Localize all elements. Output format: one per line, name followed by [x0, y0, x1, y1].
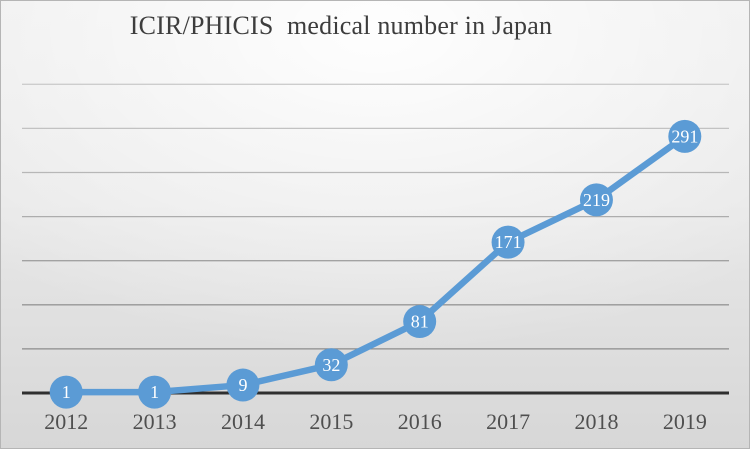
data-point-label: 32: [322, 355, 340, 375]
data-point-marker: [49, 375, 83, 409]
chart-title: ICIR/PHICIS medical number in Japan: [129, 11, 553, 40]
series-line: [62, 133, 689, 396]
data-point-marker: [491, 225, 525, 259]
x-tick-label: 2017: [486, 409, 530, 434]
data-point-marker: [314, 348, 348, 382]
data-point-marker: [403, 305, 437, 339]
x-tick-label: 2012: [44, 409, 88, 434]
x-tick-label: 2016: [398, 409, 442, 434]
data-point-marker: [579, 183, 613, 217]
x-tick-label: 2014: [221, 409, 265, 434]
data-point-label: 1: [62, 382, 71, 402]
data-point-label: 81: [411, 312, 429, 332]
data-point-label: 291: [671, 126, 698, 146]
x-tick-label: 2015: [309, 409, 353, 434]
data-point-label: 171: [495, 232, 522, 252]
data-point-marker: [138, 375, 172, 409]
x-tick-label: 2013: [133, 409, 177, 434]
data-point-marker: [226, 368, 260, 402]
x-tick-label: 2018: [574, 409, 618, 434]
data-point-marker: [668, 119, 702, 153]
data-point-label: 9: [238, 375, 247, 395]
data-point-label: 1: [150, 382, 159, 402]
x-tick-label: 2019: [663, 409, 707, 434]
data-point-label: 219: [583, 190, 610, 210]
